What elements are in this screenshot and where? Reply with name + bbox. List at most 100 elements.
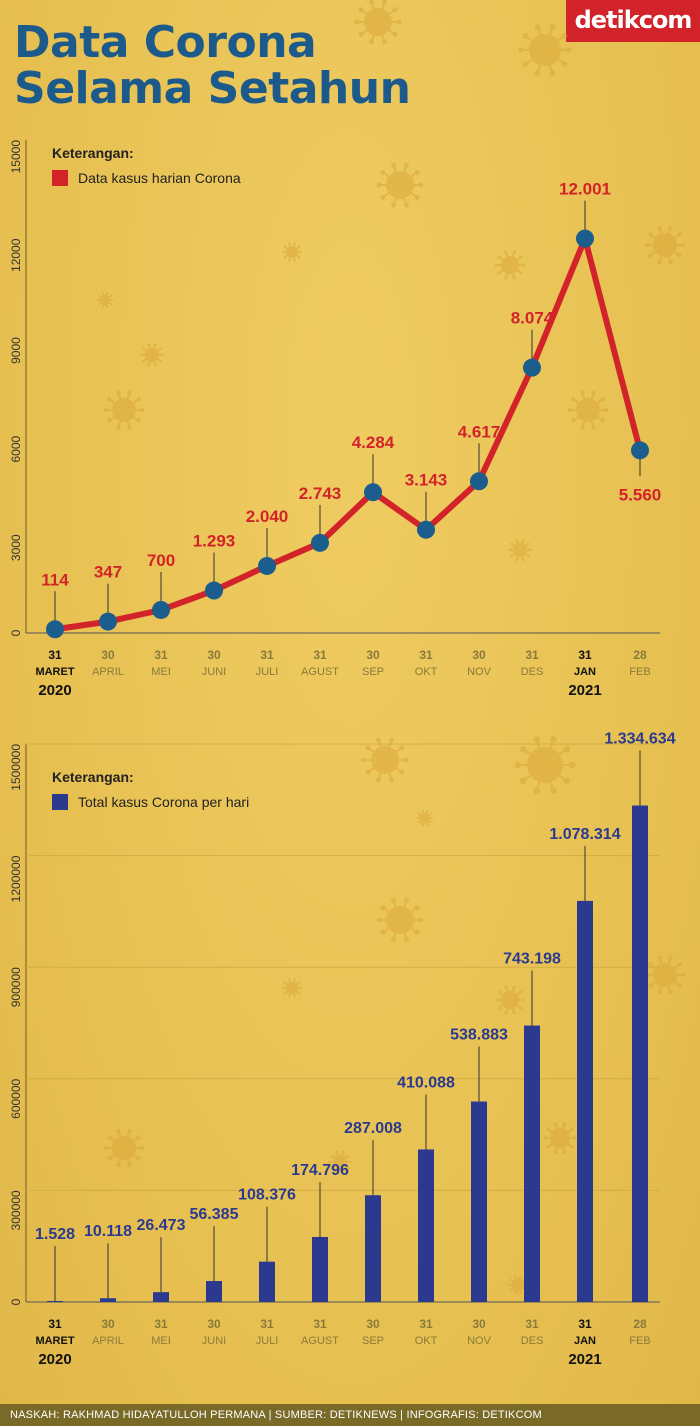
data-label: 114 [41, 570, 69, 589]
x-tick-month: DES [521, 1335, 544, 1347]
data-label: 743.198 [503, 951, 561, 968]
x-tick-month: JULI [256, 666, 279, 678]
x-tick-day: 31 [525, 648, 539, 662]
bar [153, 1292, 169, 1302]
daily-cases-chart-canvas: 0 3000 6000 9000 12000 15000 31 MARET 30 APRIL 31 M… [9, 0, 686, 699]
data-label: 4.284 [352, 433, 395, 452]
data-label: 347 [94, 563, 122, 582]
legend-title: Keterangan: [52, 769, 134, 785]
virus-decoration-icon [416, 809, 434, 827]
data-label: 12.001 [559, 180, 611, 199]
title-line-1: Data Corona [14, 17, 317, 68]
data-label: 108.376 [238, 1187, 296, 1204]
daily-cases-line-chart: 0 3000 6000 9000 12000 15000 31 MARET 30 APRIL 31 M… [0, 0, 700, 710]
data-label: 538.883 [450, 1027, 508, 1044]
data-label: 174.796 [291, 1162, 349, 1179]
virus-decoration-icon [376, 162, 424, 208]
total-cases-chart-canvas: 0 300000 600000 900000 1200000 1500000 31 MARET… [9, 731, 686, 1368]
x-tick-day: 28 [633, 1317, 647, 1331]
x-tick-month: MEI [151, 1335, 171, 1347]
legend-entry: Total kasus Corona per hari [78, 794, 249, 810]
x-tick-day: 30 [207, 1317, 221, 1331]
virus-decoration-icon [103, 390, 145, 430]
data-label: 410.088 [397, 1074, 455, 1091]
data-label: 4.617 [458, 422, 501, 441]
virus-decoration-icon [361, 737, 409, 783]
data-label: 1.528 [35, 1226, 75, 1243]
data-point [205, 581, 223, 600]
virus-decoration-icon [514, 736, 576, 794]
y-tick-label: 1200000 [9, 855, 23, 902]
data-point [631, 441, 649, 460]
data-label: 26.473 [137, 1217, 186, 1234]
virus-decoration-icon [644, 225, 686, 265]
daily-cases-line [54, 235, 643, 633]
x-tick-day: 31 [313, 1317, 327, 1331]
x-tick-day: 31 [313, 648, 327, 662]
x-tick-day: 30 [472, 648, 486, 662]
bar [577, 900, 593, 1302]
x-tick-month: DES [521, 666, 544, 678]
data-point [258, 556, 276, 575]
y-tick-label: 1500000 [9, 744, 23, 791]
legend-entry: Data kasus harian Corona [78, 170, 241, 186]
legend-swatch [52, 170, 68, 186]
y-tick-label: 15000 [9, 140, 23, 174]
x-tick-day: 31 [578, 1317, 592, 1331]
year-label: 2021 [568, 1351, 601, 1368]
virus-decoration-icon [281, 242, 303, 262]
year-label: 2021 [568, 682, 601, 699]
y-tick-label: 0 [9, 1298, 23, 1305]
virus-decoration-icon [507, 1275, 529, 1295]
bar [632, 805, 648, 1302]
data-label: 700 [147, 551, 175, 570]
x-tick-month: JUNI [202, 1335, 226, 1347]
x-tick-month: MEI [151, 666, 171, 678]
x-tick-month: AGUST [301, 1335, 339, 1347]
virus-decoration-icon [644, 955, 686, 995]
virus-decoration-icon [508, 538, 532, 562]
data-label: 56.385 [190, 1206, 239, 1223]
bar [524, 1025, 540, 1302]
x-tick-month: JULI [256, 1335, 279, 1347]
x-tick-day: 31 [419, 1317, 433, 1331]
x-tick-day: 31 [154, 648, 168, 662]
virus-decoration-icon [567, 390, 609, 430]
y-tick-label: 300000 [9, 1190, 23, 1230]
x-tick-month: FEB [629, 1335, 650, 1347]
y-tick-label: 900000 [9, 967, 23, 1007]
y-tick-label: 9000 [9, 337, 23, 364]
year-label: 2020 [38, 682, 71, 699]
x-tick-month: MARET [35, 666, 74, 678]
x-tick-day: 31 [154, 1317, 168, 1331]
x-tick-month: APRIL [92, 666, 124, 678]
brand-logo: detikcom [566, 0, 700, 42]
bar [312, 1236, 328, 1302]
x-tick-month: JAN [574, 666, 596, 678]
virus-decoration-icon [96, 291, 114, 309]
x-tick-month: NOV [467, 666, 492, 678]
bar [206, 1281, 222, 1302]
data-label: 10.118 [84, 1223, 132, 1240]
x-tick-day: 31 [260, 648, 274, 662]
x-tick-day: 31 [419, 648, 433, 662]
data-point [99, 612, 117, 631]
total-cases-bar-chart: 0 300000 600000 900000 1200000 1500000 31 MARET… [0, 730, 700, 1390]
data-label: 2.743 [299, 484, 342, 503]
bar [100, 1298, 116, 1302]
data-point [417, 520, 435, 539]
y-tick-label: 600000 [9, 1078, 23, 1118]
x-tick-month: MARET [35, 1335, 74, 1347]
x-tick-day: 31 [525, 1317, 539, 1331]
x-tick-month: JAN [574, 1335, 596, 1347]
x-tick-month: FEB [629, 666, 650, 678]
data-point [576, 229, 594, 248]
x-tick-month: AGUST [301, 666, 339, 678]
virus-decoration-icon [328, 1150, 352, 1174]
bar [259, 1261, 275, 1302]
credits-footer: NASKAH: RAKHMAD HIDAYATULLOH PERMANA | S… [0, 1404, 700, 1426]
data-point [152, 600, 170, 619]
virus-decoration-icon [354, 0, 402, 45]
x-tick-month: JUNI [202, 666, 226, 678]
